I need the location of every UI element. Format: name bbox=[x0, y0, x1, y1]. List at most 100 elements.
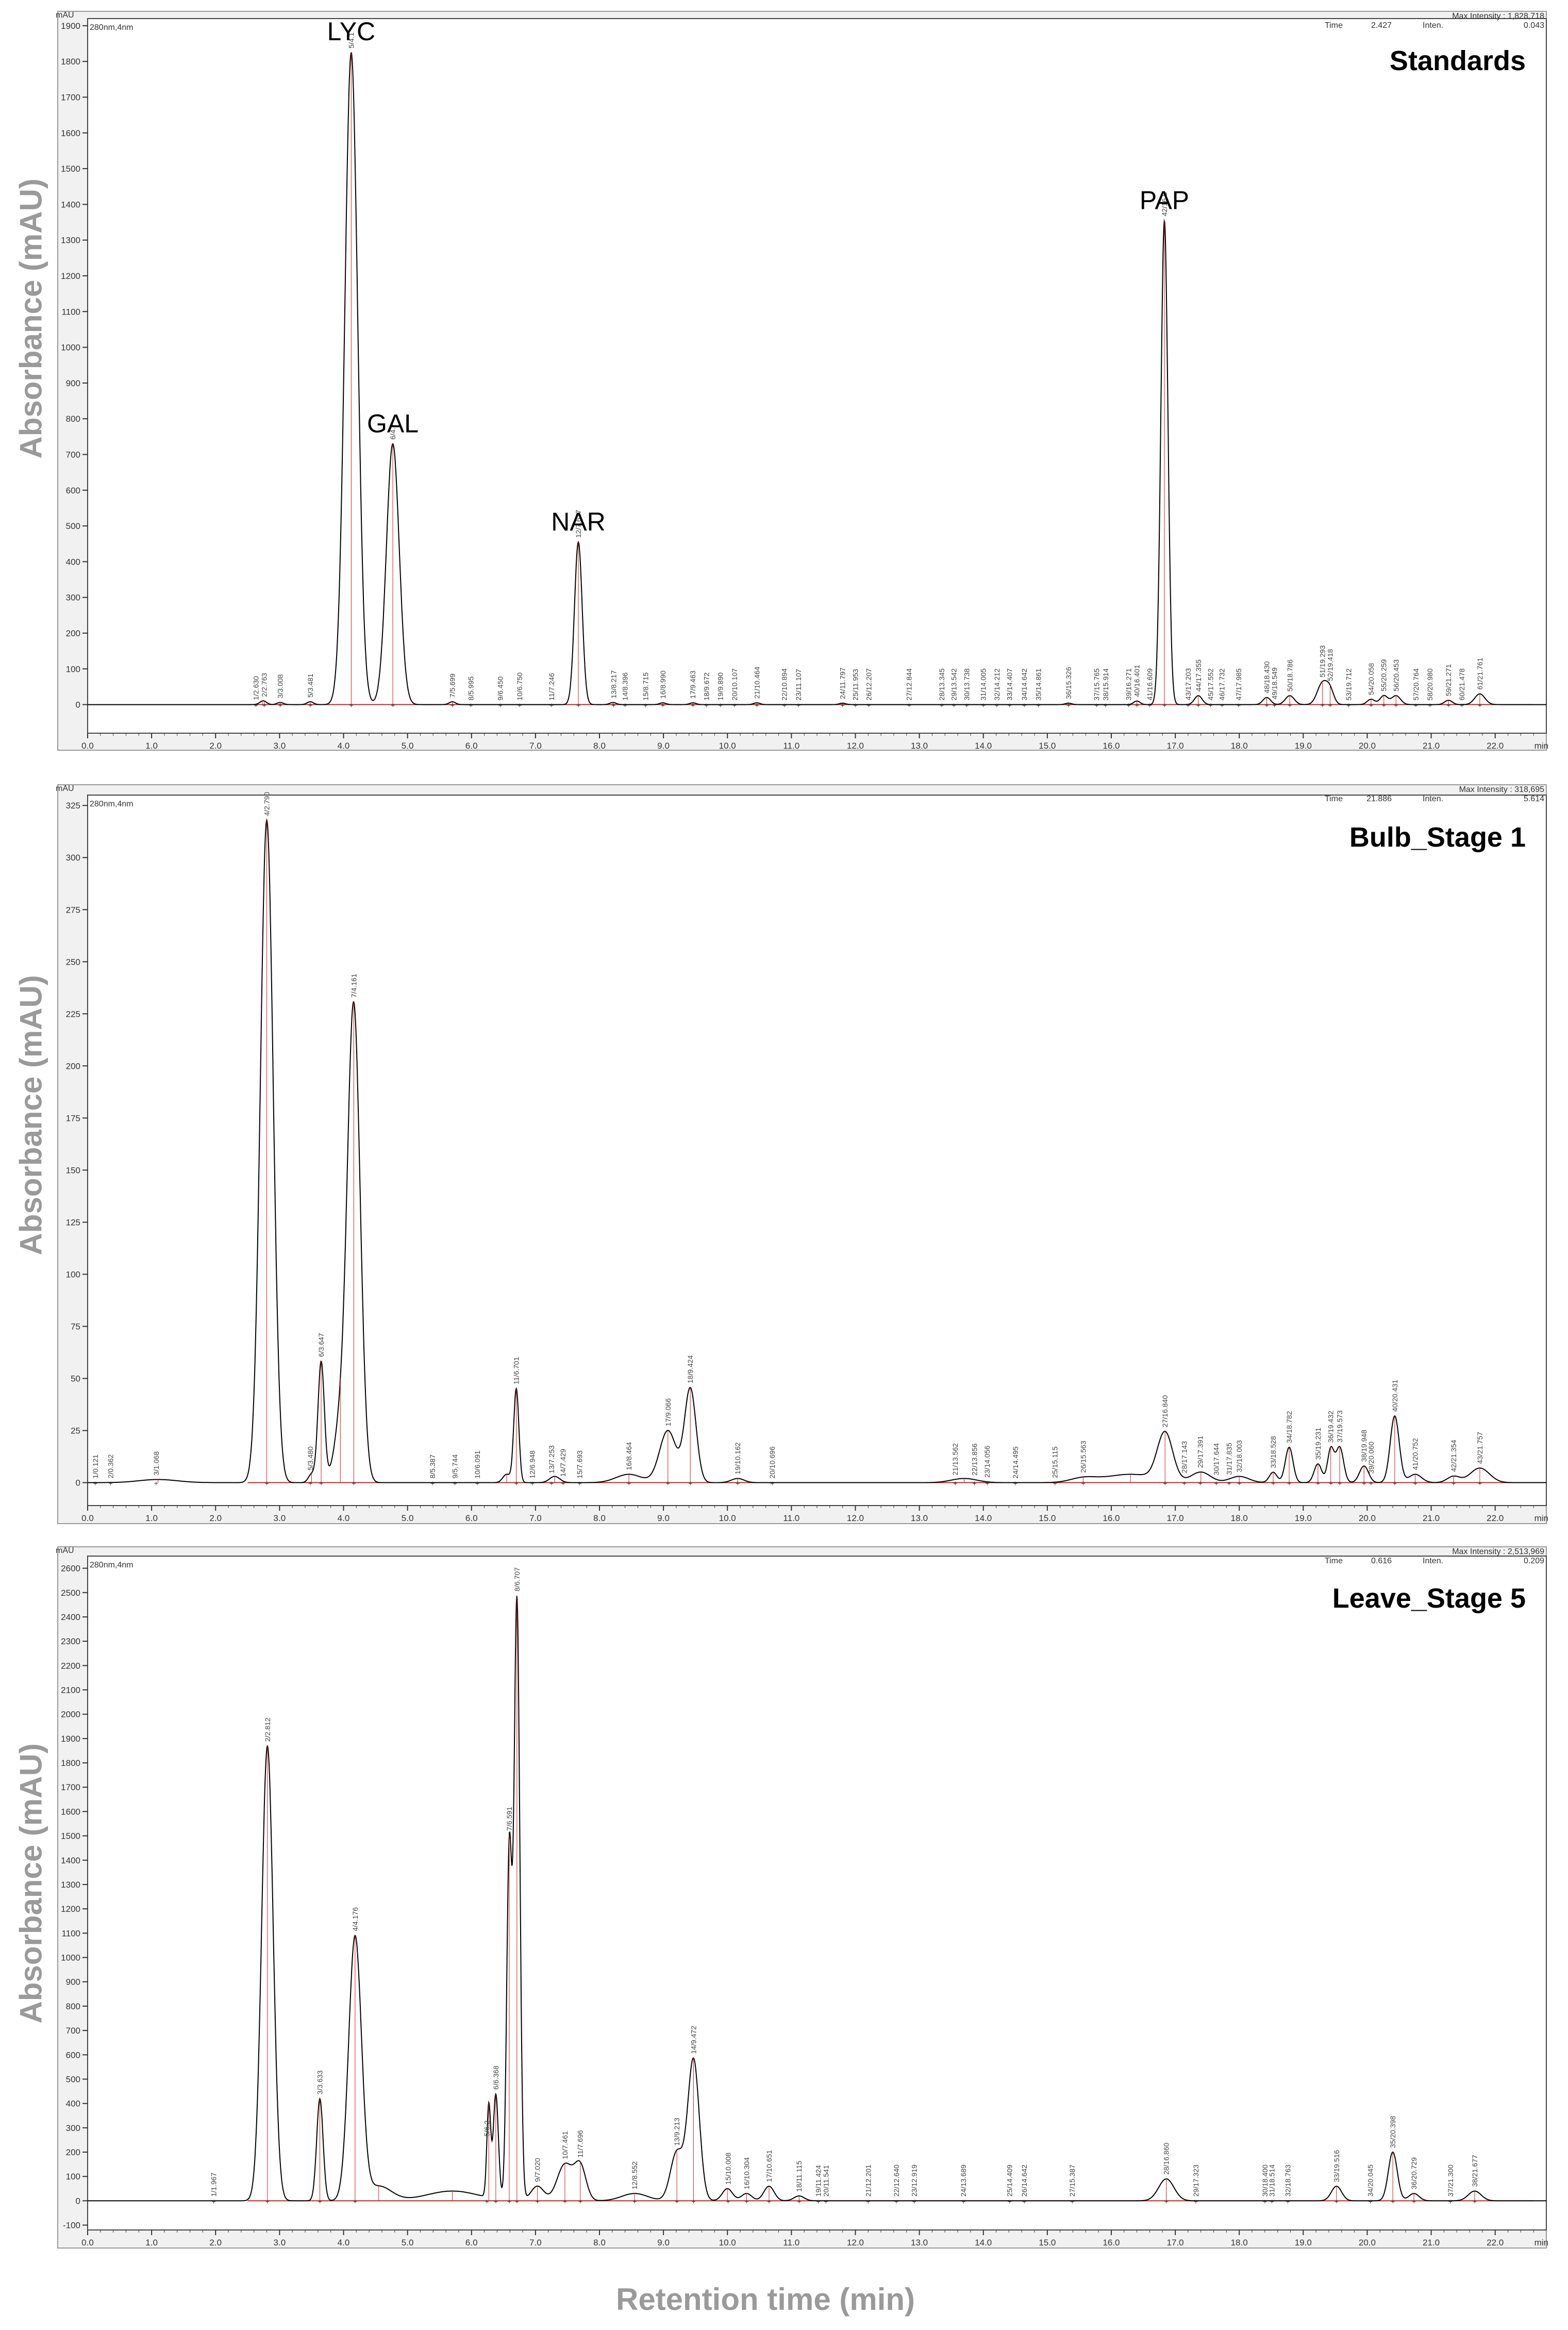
x-tick-label: 4.0 bbox=[338, 1513, 350, 1523]
peak-tag: 29/13.542 bbox=[950, 668, 958, 700]
peak-tag: 52/19.418 bbox=[1326, 649, 1334, 681]
compound-label: NAR bbox=[551, 507, 606, 536]
peak-tag: 8/5.995 bbox=[466, 676, 475, 701]
peak-tag: 3/3.008 bbox=[276, 674, 285, 698]
x-tick-label: 14.0 bbox=[975, 2238, 992, 2248]
peak-tag: 1/1.967 bbox=[210, 2172, 218, 2196]
x-tick-label: 5.0 bbox=[402, 2238, 414, 2248]
peak-tag: 33/14.407 bbox=[1006, 668, 1014, 700]
peak-split-mark: + bbox=[349, 701, 353, 709]
x-tick-label: 20.0 bbox=[1359, 1513, 1376, 1523]
peak-split-mark: + bbox=[1394, 701, 1398, 709]
peak-split-mark: + bbox=[1362, 1479, 1366, 1488]
x-tick-label: 5.0 bbox=[402, 741, 414, 751]
peak-tag: 42/21.354 bbox=[1449, 1440, 1458, 1472]
y-tick-label: 600 bbox=[66, 2050, 80, 2060]
peak-split-mark: + bbox=[1104, 701, 1108, 709]
peak-split-mark: + bbox=[1328, 701, 1332, 709]
peak-split-mark: + bbox=[688, 1479, 692, 1488]
x-tick-label: 15.0 bbox=[1039, 1513, 1056, 1523]
peak-split-mark: + bbox=[1346, 701, 1350, 709]
y-tick-label: -100 bbox=[63, 2221, 80, 2230]
x-tick-label: 9.0 bbox=[657, 741, 670, 751]
peak-tag: 56/20.453 bbox=[1392, 659, 1400, 691]
x-tick-label: 8.0 bbox=[593, 2238, 606, 2248]
peak-tag: 21/13.562 bbox=[951, 1443, 959, 1475]
y-tick-label: 325 bbox=[66, 801, 80, 811]
peak-tag: 6/4.7 bbox=[389, 423, 397, 439]
peak-tag: 11/6.701 bbox=[512, 1357, 521, 1384]
y-tick-label: 200 bbox=[66, 2147, 80, 2157]
peak-tag: 33/18.528 bbox=[1269, 1436, 1277, 1468]
y-tick-label: 1500 bbox=[61, 164, 80, 174]
peak-split-mark: + bbox=[1428, 701, 1432, 709]
x-tick-label: 14.0 bbox=[975, 741, 992, 751]
peak-tag: 10/6.091 bbox=[473, 1450, 481, 1479]
peak-split-mark: + bbox=[1227, 1479, 1231, 1488]
peak-tag: 15/8.715 bbox=[641, 672, 649, 701]
peak-tag: 2/2.763 bbox=[260, 673, 269, 697]
x-tick-label: 6.0 bbox=[465, 1513, 478, 1523]
peak-split-mark: + bbox=[536, 2197, 540, 2205]
peak-split-mark: + bbox=[265, 1479, 269, 1488]
y-tick-label: 800 bbox=[66, 2002, 80, 2011]
y-tick-label: 500 bbox=[66, 521, 80, 531]
peak-tag: 8/5.387 bbox=[428, 1455, 437, 1479]
peak-split-mark: + bbox=[1329, 1479, 1333, 1488]
x-tick-label: 9.0 bbox=[657, 1513, 670, 1523]
peak-split-mark: + bbox=[212, 2197, 216, 2205]
y-tick-label: 300 bbox=[66, 2123, 80, 2133]
peak-split-mark: + bbox=[1460, 701, 1464, 709]
x-tick-label: 1.0 bbox=[145, 2238, 158, 2248]
peak-tag: 49/18.549 bbox=[1270, 667, 1278, 699]
peak-tag: 22/10.894 bbox=[780, 668, 789, 700]
channel-label: 280nm,4nm bbox=[90, 800, 134, 808]
peak-split-mark: + bbox=[767, 2197, 771, 2205]
peak-tag: 10/6.750 bbox=[515, 672, 524, 701]
header-time-value: 0.616 bbox=[1371, 1557, 1392, 1565]
peak-split-mark: + bbox=[1008, 701, 1012, 709]
x-tick-label: 13.0 bbox=[911, 2238, 928, 2248]
y-tick-label: 1300 bbox=[61, 1880, 80, 1890]
peak-split-mark: + bbox=[1369, 1479, 1373, 1488]
plot-area bbox=[87, 1556, 1547, 2230]
peak-split-mark: + bbox=[308, 701, 312, 709]
peak-split-mark: + bbox=[451, 701, 455, 709]
x-tick-label: 12.0 bbox=[847, 1513, 864, 1523]
peak-tag: 15/7.693 bbox=[576, 1450, 584, 1479]
y-tick-label: 1600 bbox=[61, 128, 80, 138]
peak-tag: 4/2.790 bbox=[263, 792, 271, 816]
header-inten-value: 5.614 bbox=[1524, 795, 1544, 803]
peak-split-mark: + bbox=[1452, 1479, 1456, 1488]
x-tick-label: 17.0 bbox=[1167, 741, 1184, 751]
peak-tag: 22/13.856 bbox=[970, 1443, 978, 1475]
peak-tag: 19/10.162 bbox=[733, 1442, 742, 1474]
peak-split-mark: + bbox=[912, 2197, 916, 2205]
peak-tag: 15/10.008 bbox=[724, 2152, 732, 2184]
peak-tag: 11/7.246 bbox=[547, 673, 556, 701]
peak-tag: 37/15.765 bbox=[1092, 668, 1100, 700]
peak-split-mark: + bbox=[265, 2197, 270, 2205]
x-tick-label: 6.0 bbox=[465, 741, 478, 751]
y-tick-label: 1700 bbox=[61, 92, 80, 102]
peak-tag: 27/16.840 bbox=[1161, 1395, 1169, 1427]
x-tick-label: 21.0 bbox=[1423, 741, 1440, 751]
y-tick-label: 1100 bbox=[61, 1928, 80, 1938]
peak-tag: 38/21.677 bbox=[1471, 2155, 1479, 2187]
peak-tag: 40/20.431 bbox=[1391, 1380, 1399, 1412]
peak-split-mark: + bbox=[1265, 701, 1269, 709]
peak-split-mark: + bbox=[867, 701, 871, 709]
x-tick-label: 18.0 bbox=[1231, 1513, 1248, 1523]
peak-tag: 24/13.689 bbox=[959, 2164, 968, 2196]
header-time-value: 21.886 bbox=[1366, 795, 1392, 803]
peak-tag: 41/16.609 bbox=[1145, 668, 1154, 700]
peak-tag: 14/8.396 bbox=[621, 672, 629, 701]
peak-tag: 35/19.231 bbox=[1314, 1428, 1322, 1460]
peak-split-mark: + bbox=[796, 701, 800, 709]
peak-tag: 4/4.176 bbox=[351, 1907, 359, 1931]
x-tick-label: 4.0 bbox=[338, 2238, 350, 2248]
peak-split-mark: + bbox=[894, 2197, 898, 2205]
y-tick-label: 250 bbox=[66, 957, 80, 967]
chromatogram-trace bbox=[88, 818, 1546, 1483]
y-tick-label: 2000 bbox=[61, 1710, 80, 1720]
